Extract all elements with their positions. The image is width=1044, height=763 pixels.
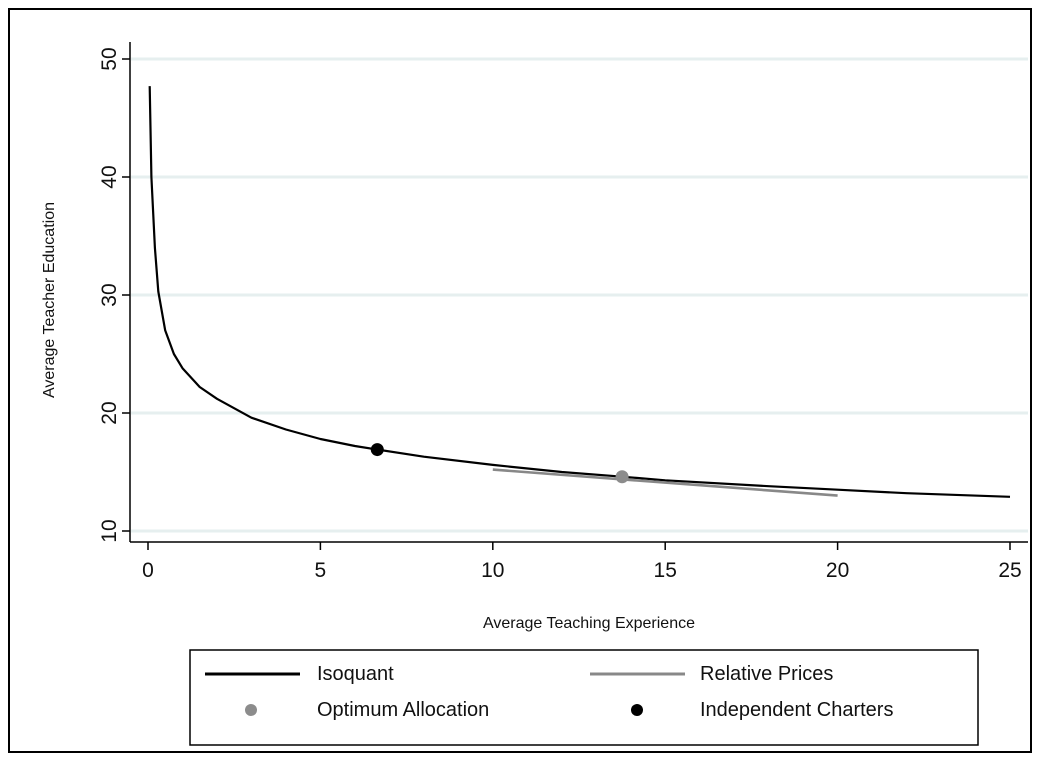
y-tick-label-20: 20 [98, 401, 121, 424]
isoquant-line [148, 86, 1011, 498]
plot-area [130, 42, 1028, 542]
legend-charters-swatch [631, 704, 643, 716]
legend-charters-label: Independent Charters [700, 699, 893, 721]
tick-marks: 10 20 30 40 50 0 5 10 15 20 25 [98, 47, 1022, 582]
x-tick-label-15: 15 [654, 559, 677, 582]
gridlines [131, 57, 1028, 533]
independent-charters-point [370, 443, 384, 457]
x-tick-label-20: 20 [826, 559, 849, 582]
optimum-allocation-point [615, 470, 629, 484]
legend-optimum-label: Optimum Allocation [317, 699, 489, 721]
series-layer [148, 86, 1011, 498]
axes [129, 42, 1028, 543]
legend-isoquant-label: Isoquant [317, 663, 394, 685]
x-tick-label-0: 0 [142, 559, 154, 582]
x-tick-label-5: 5 [315, 559, 327, 582]
y-tick-label-40: 40 [98, 165, 121, 188]
x-tick-label-25: 25 [998, 559, 1021, 582]
chart: 10 20 30 40 50 0 5 10 15 20 25 Average Teaching Ex… [41, 42, 1028, 746]
x-axis-title: Average Teaching Experience [483, 615, 695, 632]
legend-optimum-swatch [245, 704, 257, 716]
legend: Isoquant Relative Prices Optimum Allocat… [189, 649, 979, 746]
y-axis-title: Average Teacher Education [41, 202, 58, 398]
legend-relative-prices-label: Relative Prices [700, 663, 833, 685]
y-tick-label-30: 30 [98, 283, 121, 306]
y-tick-label-50: 50 [98, 47, 121, 70]
x-tick-label-10: 10 [481, 559, 504, 582]
legend-box [189, 649, 979, 746]
relative-prices-line [492, 468, 838, 497]
figure-frame: 10 20 30 40 50 0 5 10 15 20 25 Average Teaching Ex… [8, 8, 1032, 753]
y-tick-label-10: 10 [98, 519, 121, 542]
